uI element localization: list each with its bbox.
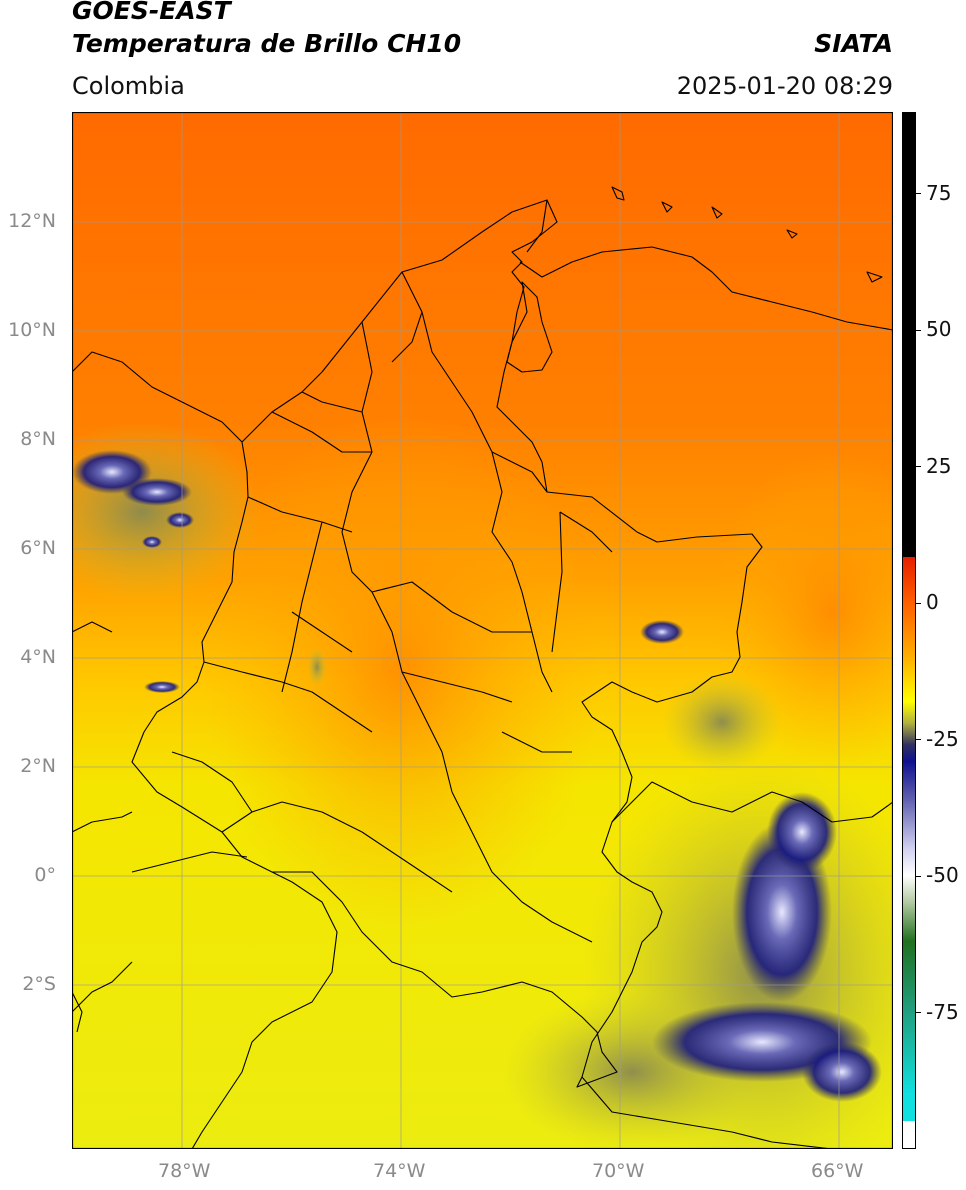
lat-tick-label: 2°S [22,973,56,995]
cold-cloud-top [144,681,180,693]
colorbar-tick [916,1012,921,1014]
colorbar [902,112,916,1149]
lon-tick-label: 74°W [373,1160,426,1182]
lon-tick-label: 70°W [592,1160,645,1182]
colorbar-tick-label: -50 [926,863,959,888]
title-line1: GOES-EAST [72,0,231,25]
map-panel [72,112,893,1149]
region-label: Colombia [72,72,185,100]
lon-tick-label: 66°W [811,1160,864,1182]
lat-tick-label: 4°N [20,646,56,668]
cold-cloud-top [122,478,192,506]
colorbar-tick-label: -25 [926,726,959,751]
lat-tick-label: 0° [34,864,56,886]
country-borders [72,186,893,1149]
colorbar-tick-label: -75 [926,999,959,1024]
colorbar-tick-label: 0 [926,590,939,615]
lat-tick-label: 8°N [20,428,56,450]
cold-cloud-top [142,536,162,548]
lat-tick-label: 2°N [20,755,56,777]
cold-cloud-top [307,647,327,687]
brand-label: SIATA [814,29,893,58]
colorbar-tick-label: 75 [926,180,952,205]
colorbar-tick [916,329,921,331]
colorbar-tick-label: 25 [926,453,952,478]
colorbar-tick [916,739,921,741]
colorbar-tick [916,193,921,195]
lat-tick-label: 12°N [8,210,56,232]
cold-cloud-top [166,512,194,528]
lon-tick-label: 78°W [158,1160,211,1182]
lat-tick-label: 6°N [20,537,56,559]
cloud-area [662,672,782,772]
colorbar-tick [916,875,921,877]
cold-cloud-top [640,620,684,644]
gridlines [72,112,893,1149]
cold-cloud-top [802,1042,882,1102]
cold-cloud-top [767,792,837,872]
title-line2: Temperatura de Brillo CH10 [72,29,462,58]
lat-tick-label: 10°N [8,319,56,341]
colorbar-tick-label: 50 [926,317,952,342]
colorbar-tick [916,602,921,604]
timestamp-label: 2025-01-20 08:29 [676,72,893,100]
colorbar-tick [916,466,921,468]
